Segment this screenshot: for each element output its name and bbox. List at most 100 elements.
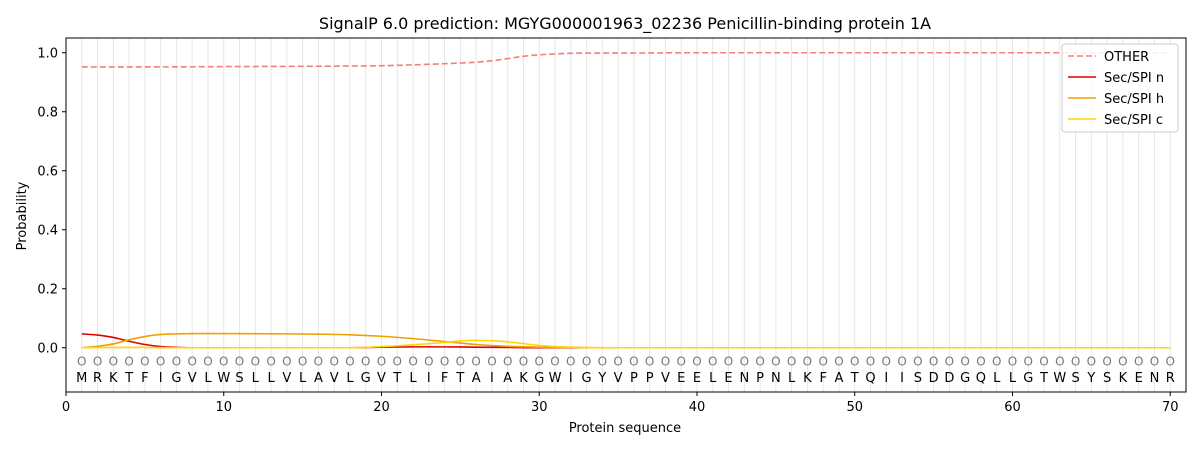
state-label: O <box>1150 355 1159 369</box>
state-label: O <box>109 355 118 369</box>
x-tick-label: 30 <box>531 400 548 415</box>
residue-letter: N <box>1150 371 1160 386</box>
x-tick-label: 10 <box>215 400 232 415</box>
state-label: O <box>913 355 922 369</box>
state-label: O <box>1102 355 1111 369</box>
series-line-sec-spi-h <box>81 332 1171 349</box>
state-label: O <box>740 355 749 369</box>
residue-letter: V <box>330 371 339 386</box>
residue-letter: T <box>392 371 401 386</box>
residue-letter: I <box>490 371 494 386</box>
state-label: O <box>550 355 559 369</box>
chart-title: SignalP 6.0 prediction: MGYG000001963_02… <box>319 14 931 34</box>
state-label: O <box>503 355 512 369</box>
residue-letter: T <box>850 371 859 386</box>
state-label: O <box>1024 355 1033 369</box>
residue-letter: E <box>724 371 732 386</box>
state-label: O <box>661 355 670 369</box>
x-tick-label: 40 <box>689 400 706 415</box>
residue-letter: M <box>76 371 87 386</box>
y-tick-label: 0.6 <box>37 164 58 179</box>
x-tick-label: 50 <box>846 400 863 415</box>
residue-letter: Q <box>865 371 875 386</box>
residue-letter: R <box>1166 371 1175 386</box>
plot-frame <box>65 37 1187 393</box>
y-axis-ticks: 0.0 0.2 0.4 0.6 0.8 1.0 <box>37 46 66 356</box>
y-tick-label: 0.2 <box>37 282 58 297</box>
residue-letter: W <box>1053 371 1066 386</box>
state-label: O <box>377 355 386 369</box>
state-label: O <box>992 355 1001 369</box>
y-axis-label: Probability <box>15 181 30 250</box>
y-tick-label: 0.8 <box>37 105 58 120</box>
legend-label: Sec/SPI n <box>1104 71 1164 86</box>
residue-letter: F <box>141 371 148 386</box>
residue-letter: P <box>756 371 764 386</box>
series-line-sec-spi-c <box>81 339 1171 349</box>
residue-letter: A <box>503 371 512 386</box>
legend-label: Sec/SPI h <box>1104 92 1164 107</box>
state-label: O <box>645 355 654 369</box>
residue-letter: Y <box>597 371 606 386</box>
state-label: O <box>471 355 480 369</box>
residue-letter: L <box>252 371 260 386</box>
residue-letter: L <box>1009 371 1017 386</box>
state-label: O <box>566 355 575 369</box>
residue-letter: Q <box>976 371 986 386</box>
residue-letter: G <box>582 371 592 386</box>
residue-letter: F <box>819 371 826 386</box>
x-axis-ticks: 0 10 20 30 40 50 60 70 <box>62 392 1179 415</box>
state-label: O <box>172 355 181 369</box>
vertical-grid <box>81 38 1171 392</box>
residue-letter: S <box>1103 371 1111 386</box>
state-label: O <box>345 355 354 369</box>
state-label: O <box>676 355 685 369</box>
residue-letter: I <box>569 371 573 386</box>
state-label: O <box>1008 355 1017 369</box>
residue-letter: W <box>217 371 230 386</box>
residue-letter: G <box>534 371 544 386</box>
state-label: O <box>866 355 875 369</box>
x-tick-label: 20 <box>373 400 390 415</box>
state-label: O <box>897 355 906 369</box>
state-label: O <box>424 355 433 369</box>
state-label: O <box>629 355 638 369</box>
state-label: O <box>882 355 891 369</box>
residue-letter: L <box>204 371 212 386</box>
residue-letter: V <box>188 371 197 386</box>
state-label: O <box>818 355 827 369</box>
residue-letter: T <box>124 371 133 386</box>
state-label: O <box>124 355 133 369</box>
state-label: O <box>771 355 780 369</box>
residue-letter: K <box>803 371 812 386</box>
state-label: O <box>329 355 338 369</box>
state-label: O <box>219 355 228 369</box>
residue-letter: D <box>944 371 954 386</box>
residue-letter: L <box>409 371 417 386</box>
state-label: O <box>929 355 938 369</box>
legend-label: Sec/SPI c <box>1104 113 1163 128</box>
x-tick-label: 70 <box>1162 400 1179 415</box>
residue-letter: A <box>314 371 323 386</box>
state-label: O <box>598 355 607 369</box>
state-label: O <box>393 355 402 369</box>
state-label: O <box>235 355 244 369</box>
legend-label: OTHER <box>1104 50 1149 65</box>
residue-letter: L <box>346 371 354 386</box>
residue-letter: I <box>427 371 431 386</box>
x-tick-label: 0 <box>62 400 70 415</box>
state-label: O <box>408 355 417 369</box>
state-label: O <box>613 355 622 369</box>
state-label: O <box>93 355 102 369</box>
residue-letter: T <box>455 371 464 386</box>
x-tick-label: 60 <box>1004 400 1021 415</box>
state-label: O <box>708 355 717 369</box>
residue-letter: I <box>900 371 904 386</box>
residue-letter: A <box>472 371 481 386</box>
series-line-other <box>81 51 1171 68</box>
state-label: O <box>456 355 465 369</box>
residue-letter: V <box>377 371 386 386</box>
legend: OTHER Sec/SPI n Sec/SPI h Sec/SPI c <box>1061 43 1179 133</box>
residue-letter: K <box>1119 371 1128 386</box>
